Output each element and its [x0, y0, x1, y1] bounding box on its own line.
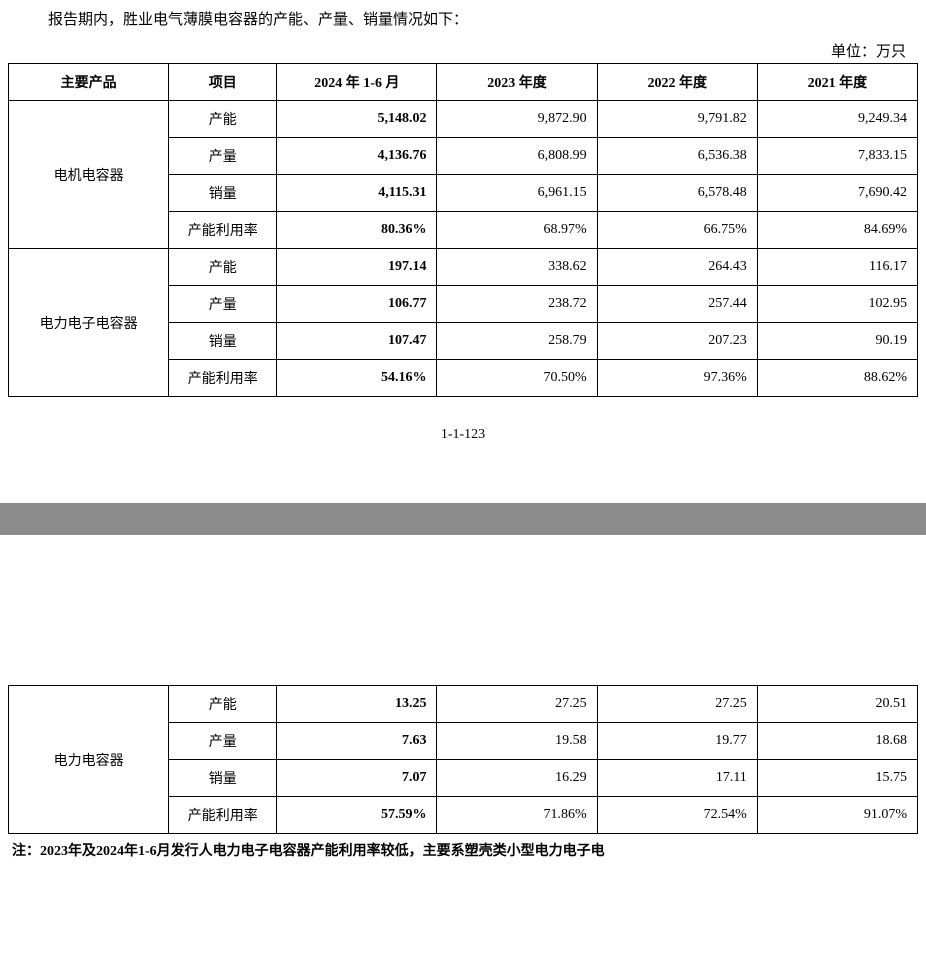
header-period-2024h1: 2024 年 1-6 月 [277, 64, 437, 101]
value-2023: 6,961.15 [437, 175, 597, 212]
value-2022: 257.44 [597, 286, 757, 323]
table-row: 电力电子电容器产能197.14338.62264.43116.17 [9, 249, 918, 286]
item-cell: 产能 [169, 249, 277, 286]
product-cell: 电力电容器 [9, 686, 169, 834]
value-2024h1: 80.36% [277, 212, 437, 249]
product-cell: 电机电容器 [9, 101, 169, 249]
value-2021: 9,249.34 [757, 101, 917, 138]
table-header-row: 主要产品 项目 2024 年 1-6 月 2023 年度 2022 年度 202… [9, 64, 918, 101]
value-2021: 7,833.15 [757, 138, 917, 175]
value-2022: 207.23 [597, 323, 757, 360]
value-2023: 68.97% [437, 212, 597, 249]
value-2022: 9,791.82 [597, 101, 757, 138]
value-2024h1: 4,115.31 [277, 175, 437, 212]
product-cell: 电力电子电容器 [9, 249, 169, 397]
unit-label: 单位：万只 [0, 36, 926, 63]
value-2023: 19.58 [437, 723, 597, 760]
table-row: 电机电容器产能5,148.029,872.909,791.829,249.34 [9, 101, 918, 138]
value-2021: 18.68 [757, 723, 917, 760]
value-2022: 17.11 [597, 760, 757, 797]
item-cell: 销量 [169, 175, 277, 212]
footnote-text: 注：2023年及2024年1-6月发行人电力电子电容器产能利用率较低，主要系塑壳… [0, 834, 926, 860]
value-2021: 90.19 [757, 323, 917, 360]
item-cell: 产能 [169, 101, 277, 138]
header-product: 主要产品 [9, 64, 169, 101]
value-2024h1: 7.07 [277, 760, 437, 797]
value-2022: 19.77 [597, 723, 757, 760]
page-gap-bar [0, 503, 926, 535]
value-2024h1: 7.63 [277, 723, 437, 760]
value-2021: 7,690.42 [757, 175, 917, 212]
value-2024h1: 107.47 [277, 323, 437, 360]
value-2024h1: 54.16% [277, 360, 437, 397]
value-2024h1: 13.25 [277, 686, 437, 723]
item-cell: 产能利用率 [169, 212, 277, 249]
value-2023: 238.72 [437, 286, 597, 323]
value-2023: 9,872.90 [437, 101, 597, 138]
value-2023: 6,808.99 [437, 138, 597, 175]
value-2024h1: 5,148.02 [277, 101, 437, 138]
value-2023: 338.62 [437, 249, 597, 286]
value-2021: 84.69% [757, 212, 917, 249]
item-cell: 产量 [169, 286, 277, 323]
value-2024h1: 106.77 [277, 286, 437, 323]
item-cell: 产能利用率 [169, 360, 277, 397]
capacity-table-1: 主要产品 项目 2024 年 1-6 月 2023 年度 2022 年度 202… [8, 63, 918, 397]
header-period-2022: 2022 年度 [597, 64, 757, 101]
page-number: 1-1-123 [0, 397, 926, 503]
value-2024h1: 4,136.76 [277, 138, 437, 175]
value-2021: 15.75 [757, 760, 917, 797]
capacity-table-2: 电力电容器产能13.2527.2527.2520.51产量7.6319.5819… [8, 685, 918, 834]
item-cell: 产量 [169, 723, 277, 760]
item-cell: 销量 [169, 760, 277, 797]
header-period-2023: 2023 年度 [437, 64, 597, 101]
item-cell: 产能利用率 [169, 797, 277, 834]
value-2024h1: 57.59% [277, 797, 437, 834]
item-cell: 产能 [169, 686, 277, 723]
item-cell: 产量 [169, 138, 277, 175]
value-2022: 97.36% [597, 360, 757, 397]
value-2023: 258.79 [437, 323, 597, 360]
value-2021: 20.51 [757, 686, 917, 723]
value-2022: 27.25 [597, 686, 757, 723]
value-2022: 6,578.48 [597, 175, 757, 212]
value-2024h1: 197.14 [277, 249, 437, 286]
value-2021: 88.62% [757, 360, 917, 397]
value-2022: 6,536.38 [597, 138, 757, 175]
value-2022: 66.75% [597, 212, 757, 249]
value-2023: 16.29 [437, 760, 597, 797]
page-gap-space [0, 535, 926, 685]
value-2022: 264.43 [597, 249, 757, 286]
value-2022: 72.54% [597, 797, 757, 834]
value-2021: 102.95 [757, 286, 917, 323]
value-2023: 27.25 [437, 686, 597, 723]
header-period-2021: 2021 年度 [757, 64, 917, 101]
value-2023: 70.50% [437, 360, 597, 397]
item-cell: 销量 [169, 323, 277, 360]
value-2021: 116.17 [757, 249, 917, 286]
table-row: 电力电容器产能13.2527.2527.2520.51 [9, 686, 918, 723]
value-2021: 91.07% [757, 797, 917, 834]
value-2023: 71.86% [437, 797, 597, 834]
header-item: 项目 [169, 64, 277, 101]
intro-text: 报告期内，胜业电气薄膜电容器的产能、产量、销量情况如下： [0, 0, 926, 36]
